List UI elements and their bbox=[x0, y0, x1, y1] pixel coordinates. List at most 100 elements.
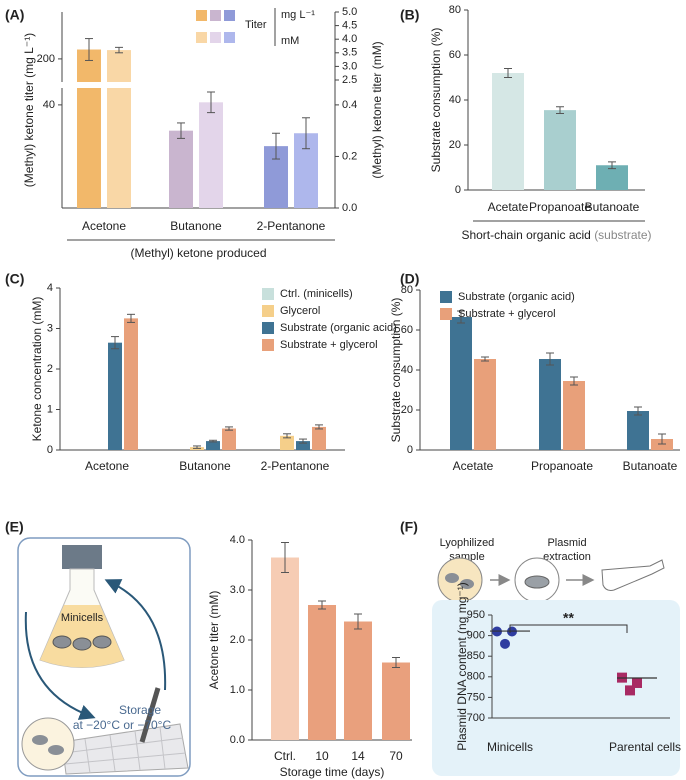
x-tick-label: 10 bbox=[315, 749, 329, 763]
pipette bbox=[139, 687, 161, 743]
legend-label: Ctrl. (minicells) bbox=[280, 288, 353, 300]
error-bar bbox=[634, 406, 642, 416]
y-tick-label: 0 bbox=[407, 444, 413, 456]
bar bbox=[222, 428, 236, 450]
y-tick-label: 20 bbox=[449, 139, 461, 151]
bar bbox=[312, 426, 326, 450]
bar bbox=[199, 102, 223, 208]
error-bar bbox=[392, 657, 400, 668]
x-axis-label-main: Storage time (days) bbox=[280, 765, 385, 779]
legend-title: Titer bbox=[245, 19, 267, 31]
y-tick-label: 80 bbox=[449, 4, 461, 16]
x-tick-label: Parental cells bbox=[609, 740, 681, 754]
y-tick-label: 4 bbox=[47, 282, 53, 294]
minicell bbox=[460, 579, 474, 589]
bar bbox=[596, 165, 628, 190]
y2-tick-label: 2.5 bbox=[342, 74, 357, 86]
bar bbox=[280, 435, 294, 450]
y-tick-label: 20 bbox=[401, 404, 413, 416]
legend-swatch bbox=[262, 339, 274, 351]
error-bar bbox=[608, 161, 616, 170]
arrow bbox=[104, 579, 167, 691]
bar bbox=[296, 441, 310, 450]
bar bbox=[124, 318, 138, 450]
bar bbox=[107, 50, 131, 208]
bar bbox=[206, 441, 220, 450]
y-tick-label: 950 bbox=[467, 609, 485, 621]
legend-swatch bbox=[262, 322, 274, 334]
legend-swatch bbox=[210, 10, 221, 21]
minicell bbox=[92, 635, 112, 649]
error-bar bbox=[658, 433, 666, 445]
x-axis-label: Storage time (days) bbox=[280, 765, 385, 779]
x-tick-label: 2-Pentanone bbox=[257, 219, 326, 233]
error-bar bbox=[546, 352, 554, 366]
bar bbox=[492, 73, 524, 190]
flask-cap bbox=[62, 545, 102, 569]
minicell bbox=[32, 735, 48, 745]
error-bar bbox=[457, 310, 465, 324]
legend-swatch bbox=[262, 288, 274, 300]
y-tick-label: 800 bbox=[467, 671, 485, 683]
x-axis-label-main: (Methyl) ketone produced bbox=[130, 246, 266, 260]
x-tick-label: Acetate bbox=[488, 200, 529, 214]
significance-bracket bbox=[509, 624, 628, 633]
y-tick-label: 200 bbox=[37, 53, 55, 65]
y-tick-label: 0.0 bbox=[230, 734, 245, 746]
legend-swatch bbox=[210, 32, 221, 43]
arrow bbox=[24, 611, 96, 720]
point bbox=[500, 638, 510, 649]
x-tick-label: Acetone bbox=[85, 459, 129, 473]
error-bar bbox=[504, 68, 512, 78]
well-zoom bbox=[21, 717, 75, 771]
y2-tick-label: 0.0 bbox=[342, 202, 357, 214]
y-tick-label: 3 bbox=[47, 322, 53, 334]
axis-break bbox=[56, 82, 341, 88]
point bbox=[625, 685, 635, 696]
x-axis-label: (Methyl) ketone produced bbox=[130, 246, 266, 260]
bar bbox=[450, 317, 472, 450]
error-bar bbox=[193, 445, 201, 449]
error-bar bbox=[209, 439, 217, 443]
bar bbox=[382, 662, 410, 740]
y2-tick-label: 0.2 bbox=[342, 150, 357, 162]
tube bbox=[601, 559, 665, 591]
x-axis-label-note: (substrate) bbox=[594, 228, 651, 242]
y-tick-label: 40 bbox=[449, 94, 461, 106]
y2-tick-label: 4.0 bbox=[342, 33, 357, 45]
y-axis-label: Substrate consumption (%) bbox=[389, 298, 403, 443]
y-tick-label: 60 bbox=[449, 49, 461, 61]
x-tick-label: Ctrl. bbox=[274, 749, 296, 763]
bar bbox=[627, 411, 649, 450]
panel-label: (B) bbox=[400, 7, 419, 23]
x-axis-label: Short-chain organic acid (substrate) bbox=[461, 228, 651, 242]
panel-label: (F) bbox=[400, 519, 418, 535]
bar bbox=[563, 381, 585, 450]
bar bbox=[344, 621, 372, 740]
error-bar bbox=[85, 38, 93, 61]
y-tick-label: 850 bbox=[467, 650, 485, 662]
bar bbox=[271, 557, 299, 740]
flask-label: Minicells bbox=[61, 612, 104, 624]
x-tick-label: Minicells bbox=[487, 740, 533, 754]
bar bbox=[544, 110, 576, 190]
error-bar bbox=[318, 600, 326, 610]
y-tick-label: 2.0 bbox=[230, 634, 245, 646]
minicell bbox=[48, 745, 64, 755]
x-tick-label: Butanoate bbox=[623, 459, 678, 473]
minicell bbox=[72, 637, 92, 651]
y-tick-label: 80 bbox=[401, 284, 413, 296]
y-tick-label: 900 bbox=[467, 630, 485, 642]
bar bbox=[169, 130, 193, 208]
legend-label: mg L⁻¹ bbox=[281, 9, 315, 21]
plot-background bbox=[432, 600, 680, 776]
minicell bbox=[52, 635, 72, 649]
significance-label: ** bbox=[563, 610, 574, 626]
x-tick-label: Butanoate bbox=[585, 200, 640, 214]
y-tick-label: 60 bbox=[401, 324, 413, 336]
legend-swatch bbox=[440, 291, 452, 303]
x-tick-label: Propanoate bbox=[529, 200, 591, 214]
bar bbox=[108, 342, 122, 450]
error-bar bbox=[299, 438, 307, 444]
plate-grid bbox=[63, 726, 187, 774]
